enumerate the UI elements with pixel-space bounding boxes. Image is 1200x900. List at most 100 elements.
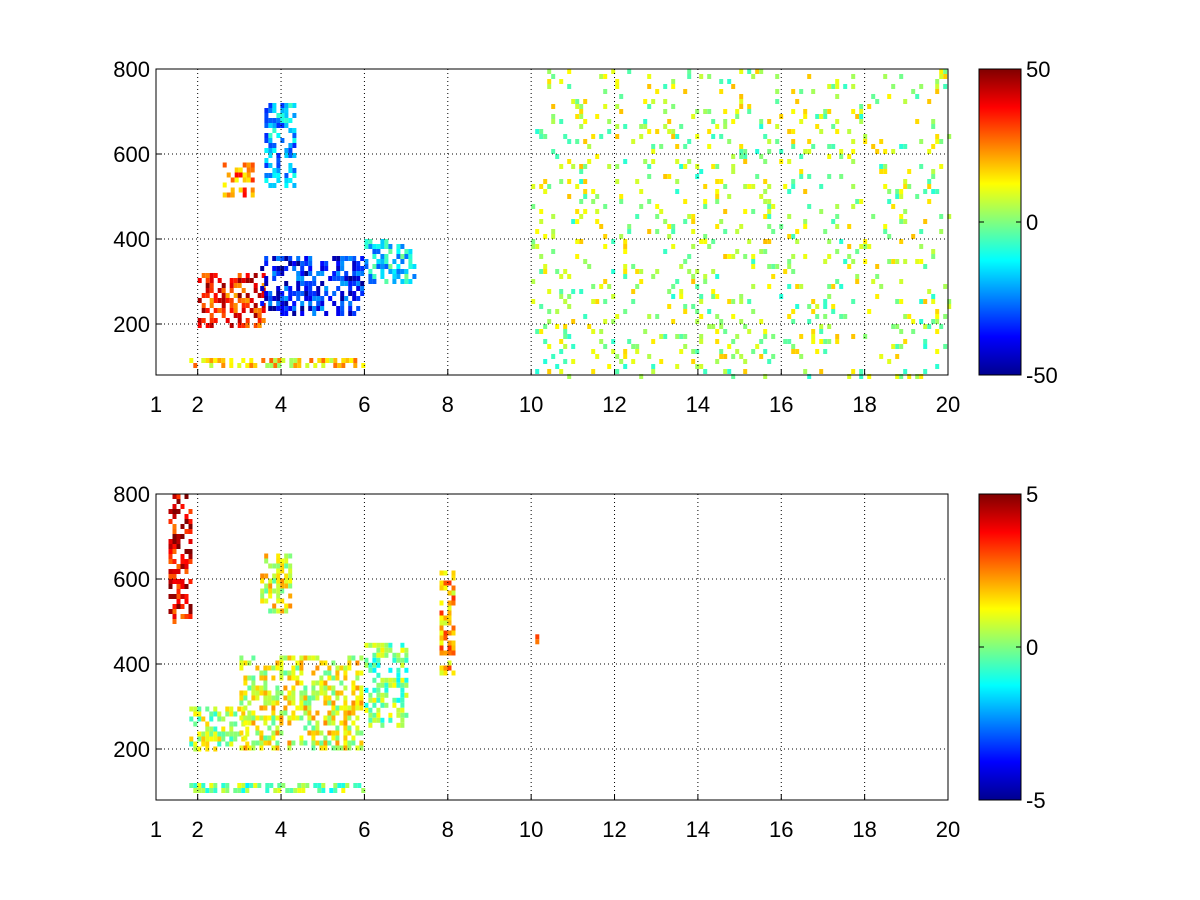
heatmap-cell (250, 187, 255, 193)
heatmap-cell (567, 84, 572, 89)
heatmap-cell (180, 594, 185, 599)
heatmap-cell (747, 69, 752, 74)
heatmap-cell (239, 695, 244, 701)
heatmap-cell (795, 239, 800, 244)
heatmap-cell (245, 293, 250, 298)
heatmap-cell (547, 319, 552, 324)
heatmap-cell (279, 665, 284, 671)
heatmap-cell (340, 281, 345, 286)
heatmap-cell (623, 239, 628, 244)
heatmap-cell (347, 710, 352, 716)
heatmap-cell (663, 249, 668, 254)
heatmap-cell (811, 329, 816, 334)
heatmap-cell (935, 79, 940, 84)
heatmap-cell (855, 279, 860, 284)
heatmap-cell (603, 89, 608, 94)
heatmap-cell (683, 344, 688, 349)
heatmap-cell (583, 314, 588, 319)
heatmap-cell (551, 104, 556, 109)
heatmap-cell (799, 334, 804, 339)
heatmap-cell (835, 204, 840, 209)
heatmap-cell (815, 114, 820, 119)
heatmap-cell (823, 114, 828, 119)
heatmap-cell (292, 133, 297, 138)
heatmap-cell (859, 109, 864, 114)
heatmap-cell (727, 344, 732, 349)
heatmap-cell (575, 219, 580, 224)
heatmap-cell (887, 189, 892, 194)
heatmap-cell (935, 314, 940, 319)
heatmap-cell (356, 286, 361, 291)
heatmap-cell (193, 746, 198, 752)
heatmap-cell (647, 199, 652, 204)
plot-frame-1 (155, 68, 949, 376)
heatmap-cell (315, 740, 320, 746)
heatmap-cell (268, 148, 273, 153)
heatmap-cell (795, 229, 800, 234)
heatmap-cell (404, 279, 409, 284)
heatmap-cell (292, 311, 297, 316)
heatmap-cell (324, 261, 329, 266)
heatmap-cell (923, 219, 928, 224)
heatmap-cell (591, 369, 596, 374)
heatmap-cell (611, 239, 616, 244)
heatmap-cell (443, 580, 448, 586)
heatmap-cell (380, 647, 385, 653)
heatmap-cell (245, 323, 250, 328)
heatmap-cell (335, 710, 340, 716)
heatmap-cell (288, 118, 293, 123)
heatmap-cell (575, 209, 580, 214)
y-tick-label: 200 (113, 312, 150, 337)
heatmap-cell (229, 721, 234, 727)
heatmap-cell (531, 204, 536, 209)
heatmap-cell (447, 580, 452, 586)
heatmap-cell (263, 685, 268, 691)
heatmap-cell (731, 354, 736, 359)
heatmap-cell (241, 278, 246, 283)
heatmap-cell (267, 740, 272, 746)
heatmap-cell (803, 224, 808, 229)
heatmap-cell (312, 281, 317, 286)
heatmap-cell (875, 99, 880, 104)
heatmap-cell (364, 702, 369, 708)
heatmap-cell (355, 660, 360, 666)
heatmap-cell (245, 318, 250, 323)
heatmap-cell (280, 568, 285, 574)
heatmap-cell (579, 104, 584, 109)
heatmap-cell (547, 289, 552, 294)
heatmap-cell (863, 239, 868, 244)
heatmap-cell (715, 124, 720, 129)
heatmap-cell (380, 697, 385, 703)
heatmap-cell (327, 710, 332, 716)
heatmap-cell (623, 364, 628, 369)
heatmap-cell (253, 288, 258, 293)
heatmap-cell (655, 204, 660, 209)
heatmap-cell (903, 179, 908, 184)
heatmap-cell (719, 349, 724, 354)
heatmap-cell (343, 745, 348, 751)
heatmap-cell (827, 84, 832, 89)
heatmap-cell (209, 736, 214, 742)
heatmap-cell (259, 730, 264, 736)
heatmap-cell (229, 736, 234, 742)
heatmap-cell (575, 239, 580, 244)
heatmap-cell (579, 124, 584, 129)
heatmap-cell (327, 730, 332, 736)
heatmap-cell (599, 224, 604, 229)
heatmap-cell (259, 715, 264, 721)
heatmap-cell (229, 303, 234, 308)
heatmap-cell (775, 139, 780, 144)
heatmap-cell (847, 264, 852, 269)
heatmap-cell (891, 204, 896, 209)
heatmap-cell (903, 339, 908, 344)
heatmap-cell (380, 677, 385, 683)
heatmap-cell (217, 358, 222, 363)
heatmap-cell (221, 298, 226, 303)
heatmap-cell (539, 304, 544, 309)
heatmap-cell (268, 163, 273, 168)
heatmap-cell (275, 685, 280, 691)
heatmap-cell (301, 788, 306, 793)
heatmap-cell (268, 108, 273, 113)
heatmap-cell (253, 308, 258, 313)
heatmap-cell (238, 187, 243, 193)
